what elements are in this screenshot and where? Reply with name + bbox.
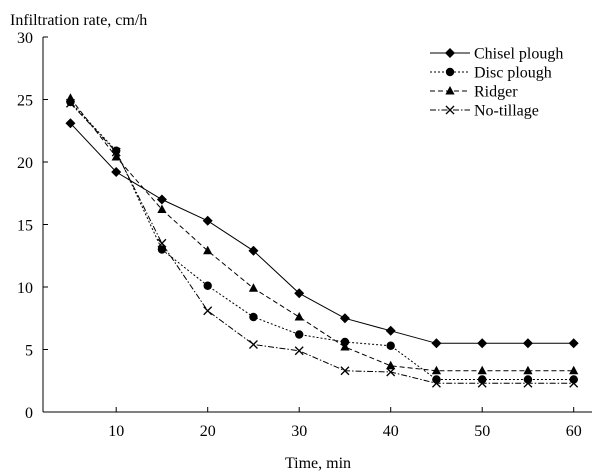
y-tick-label: 20 [17, 155, 33, 172]
data-point [65, 93, 76, 102]
y-axis-title: Infiltration rate, cm/h [10, 12, 147, 29]
x-tick-label: 10 [108, 423, 124, 440]
data-point [340, 342, 350, 351]
y-tick-label: 10 [17, 280, 33, 297]
y-tick-label: 30 [17, 30, 33, 47]
data-point [202, 215, 213, 226]
series-line [70, 97, 574, 372]
data-point [203, 306, 213, 316]
series-line [70, 102, 574, 384]
x-tick-label: 20 [200, 423, 216, 440]
data-point [523, 378, 533, 388]
series-layer [65, 93, 579, 388]
data-point [248, 245, 259, 256]
legend-label: No-tillage [474, 103, 539, 120]
legend-entry: No-tillage [430, 103, 539, 120]
legend-entry: Disc plough [430, 65, 552, 82]
data-point [568, 338, 579, 349]
data-point [157, 238, 167, 248]
data-point [477, 365, 487, 375]
data-point [340, 366, 350, 376]
data-point [386, 341, 395, 350]
series-0 [65, 118, 579, 349]
data-point [156, 194, 167, 205]
legend-entry: Chisel plough [430, 46, 563, 63]
data-point [248, 340, 258, 349]
data-point [523, 365, 533, 375]
legend-marker [445, 67, 455, 77]
series-line [70, 101, 574, 380]
series-2 [65, 93, 579, 375]
data-point [569, 365, 579, 375]
data-point [431, 378, 441, 388]
y-tick-label: 0 [25, 405, 33, 422]
data-point [431, 338, 442, 349]
series-1 [66, 97, 578, 384]
legend-marker [445, 86, 455, 95]
legend-marker [445, 105, 455, 115]
data-point [339, 313, 350, 324]
data-point [386, 367, 396, 377]
data-point [111, 152, 121, 161]
data-point [203, 245, 213, 255]
legend-label: Disc plough [474, 65, 552, 82]
series-line [70, 122, 574, 344]
y-tick-label: 25 [17, 93, 33, 110]
data-point [569, 378, 579, 388]
x-tick-label: 30 [291, 423, 307, 440]
legend-label: Ridger [474, 84, 518, 101]
data-point [65, 98, 75, 108]
x-tick-label: 40 [383, 423, 399, 440]
data-point [157, 204, 167, 213]
x-tick-label: 50 [474, 423, 490, 440]
data-point [431, 365, 442, 375]
data-point [295, 330, 304, 339]
x-tick-label: 60 [566, 423, 582, 440]
data-point [249, 312, 258, 322]
data-point [522, 338, 533, 349]
data-point [477, 338, 488, 349]
legend-label: Chisel plough [474, 46, 563, 63]
data-point [294, 312, 304, 321]
y-tick-label: 15 [17, 218, 33, 235]
data-point [477, 378, 487, 388]
legend: Chisel plough Disc plough Ridger No-tillage [430, 46, 563, 120]
data-point [65, 118, 76, 129]
legend-entry: Ridger [430, 84, 518, 101]
data-point [112, 146, 121, 155]
data-point [294, 288, 305, 299]
data-point [294, 346, 304, 356]
x-axis-title: Time, min [285, 455, 351, 472]
data-point [386, 360, 396, 370]
data-point [111, 147, 121, 157]
legend-marker [445, 48, 455, 58]
y-tick-label: 5 [25, 343, 33, 360]
series-3 [65, 98, 579, 388]
data-point [385, 325, 396, 336]
data-point [203, 281, 212, 290]
data-point [111, 167, 122, 177]
axes: 0 5 10 15 20 25 30 10 20 30 40 50 60 [17, 30, 592, 440]
data-point [248, 283, 259, 292]
data-point [157, 245, 167, 254]
